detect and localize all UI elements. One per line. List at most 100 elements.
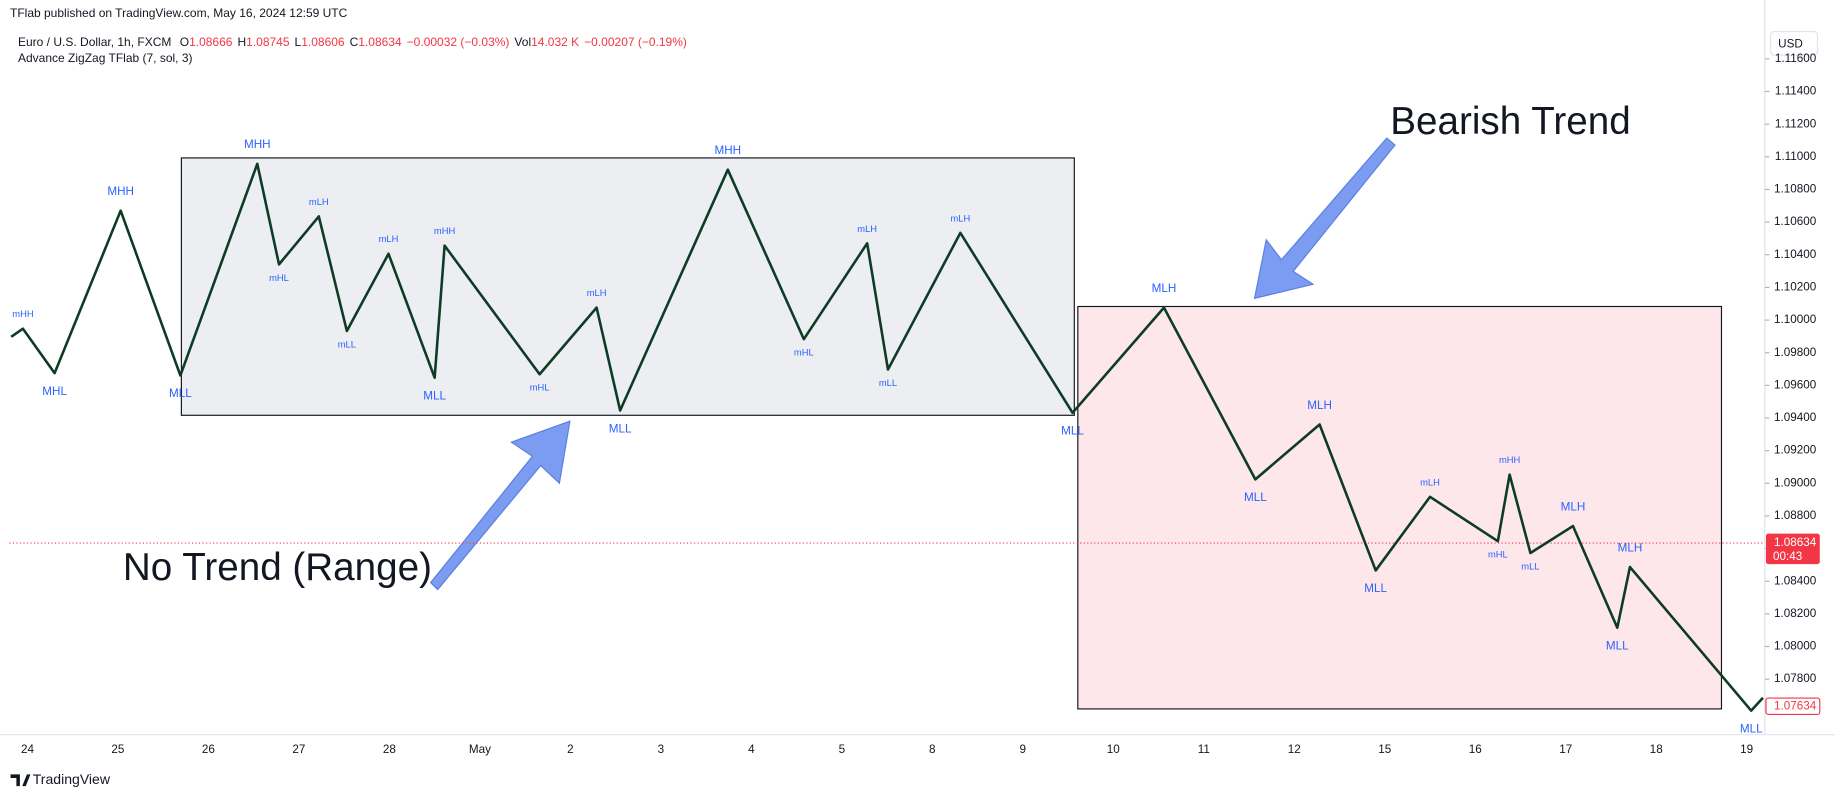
pivot-label: MHL — [42, 385, 67, 398]
pivot-label: MLL — [1364, 582, 1387, 595]
brand: TradingView — [33, 771, 111, 787]
bearish-box — [1077, 305, 1723, 710]
annotation: Bearish Trend — [1390, 100, 1630, 143]
x-tick-label: 18 — [1650, 743, 1663, 756]
countdown: 00:43 — [1773, 550, 1802, 563]
x-tick-label: 4 — [748, 743, 755, 756]
x-tick-label: 26 — [202, 743, 215, 756]
pivot-label: MLL — [1061, 425, 1084, 438]
pivot-label: mLL — [1521, 561, 1539, 571]
x-tick-label: 15 — [1378, 743, 1392, 756]
y-tick-label: 1.10400 — [1774, 248, 1817, 261]
pivot-label: MLL — [169, 387, 192, 400]
pivot-label: mHL — [269, 273, 289, 283]
x-tick-label: 27 — [292, 743, 305, 756]
y-tick-label: 1.11200 — [1775, 117, 1817, 130]
y-tick-label: 1.08000 — [1774, 640, 1817, 653]
pivot-label: MLL — [1740, 722, 1763, 735]
pivot-label: MLL — [1244, 491, 1267, 504]
x-tick-label: May — [469, 743, 491, 756]
last-price-tag — [1765, 533, 1820, 565]
published: TFlab published on TradingView.com, May … — [10, 6, 348, 20]
legend-item: 14.032 K — [531, 35, 580, 49]
pivot-label: MHH — [107, 185, 134, 198]
x-tick-label: 17 — [1559, 743, 1572, 756]
x-tick-label: 28 — [383, 743, 396, 756]
x-tick-label: 9 — [1020, 743, 1027, 756]
pivot-label: mLH — [587, 288, 607, 298]
legend-item: 1.08606 — [301, 35, 345, 49]
x-tick-label: 12 — [1288, 743, 1301, 756]
y-tick-label: 1.09400 — [1774, 411, 1817, 424]
pivot-label: mLH — [857, 224, 877, 234]
x-tick-label: 16 — [1469, 743, 1482, 756]
y-tick-label: 1.10800 — [1774, 183, 1817, 196]
legend-item: 1.08745 — [246, 35, 290, 49]
legend-item: O — [179, 35, 190, 49]
y-tick-label: 1.07800 — [1774, 672, 1817, 685]
y-tick-label: 1.11400 — [1775, 85, 1817, 98]
x-tick-label: 5 — [839, 743, 846, 756]
legend-item: Vol — [514, 35, 532, 49]
bid-price-label: 1.07634 — [1774, 699, 1817, 712]
pivot-label: MLL — [423, 389, 446, 402]
currency[interactable]: USD — [1778, 38, 1803, 51]
x-tick-label: 3 — [658, 743, 665, 756]
y-tick-label: 1.09600 — [1774, 378, 1817, 391]
legend-item: C — [349, 35, 359, 49]
indicator: Advance ZigZag TFlab (7, sol, 3) — [18, 51, 193, 65]
x-tick-label: 8 — [929, 743, 936, 756]
y-tick-label: 1.10600 — [1774, 215, 1817, 228]
pivot-label: mHL — [530, 383, 550, 393]
y-tick-label: 1.10200 — [1774, 280, 1817, 293]
y-tick-label: 1.09200 — [1774, 444, 1817, 457]
pivot-label: MLH — [1152, 282, 1177, 295]
symbol: Euro / U.S. Dollar, 1h, FXCM — [18, 35, 172, 49]
pivot-label: mHL — [794, 348, 814, 358]
pivot-label: mHH — [12, 309, 33, 319]
pivot-label: MLH — [1561, 500, 1586, 513]
pivot-label: mLH — [950, 213, 970, 223]
legend-item: 1.08634 — [358, 35, 402, 49]
pivot-label: MLH — [1618, 541, 1643, 554]
pivot-label: MLH — [1307, 399, 1332, 412]
x-tick-label: 11 — [1198, 743, 1210, 756]
range-arrow — [429, 420, 571, 591]
bearish-arrow — [1253, 137, 1396, 300]
y-tick-label: 1.11000 — [1775, 150, 1817, 163]
pivot-label: mLH — [379, 234, 399, 244]
legend-item: L — [294, 35, 302, 49]
last-price-label: 1.08634 — [1774, 536, 1817, 549]
legend-item: H — [237, 35, 247, 49]
pivot-label: mLH — [1420, 477, 1440, 487]
pivot-label: MLL — [1606, 640, 1629, 653]
range-box — [180, 157, 1075, 416]
x-tick-label: 19 — [1740, 743, 1753, 756]
y-tick-label: 1.09000 — [1774, 476, 1817, 489]
legend-item: 1.08666 — [189, 35, 233, 49]
y-tick-label: 1.10000 — [1774, 313, 1817, 326]
pivot-label: MLL — [609, 422, 632, 435]
pivot-label: MHH — [244, 138, 271, 151]
y-tick-label: 1.08400 — [1774, 574, 1817, 587]
pivot-label: mHL — [1488, 550, 1508, 560]
currency-button[interactable] — [1770, 31, 1819, 56]
legend-item: −0.00207 (−0.19%) — [584, 35, 687, 49]
x-tick-label: 10 — [1107, 743, 1121, 756]
annotation: No Trend (Range) — [123, 546, 432, 589]
x-tick-label: 24 — [21, 743, 35, 756]
bid-price-tag — [1765, 697, 1821, 716]
zigzag-line — [10, 162, 1764, 712]
pivot-label: mLH — [309, 197, 329, 207]
legend: Euro / U.S. Dollar, 1h, FXCM O1.08666 H1.… — [18, 35, 687, 49]
legend-item: −0.00032 (−0.03%) — [406, 35, 510, 49]
pivot-label: mLL — [879, 378, 897, 388]
x-tick-label: 2 — [567, 743, 574, 756]
pivot-label: mLL — [338, 339, 356, 349]
pivot-label: mHH — [434, 226, 455, 236]
pivot-label: mHH — [1499, 455, 1520, 465]
x-tick-label: 25 — [111, 743, 125, 756]
pivot-label: MHH — [715, 144, 742, 157]
